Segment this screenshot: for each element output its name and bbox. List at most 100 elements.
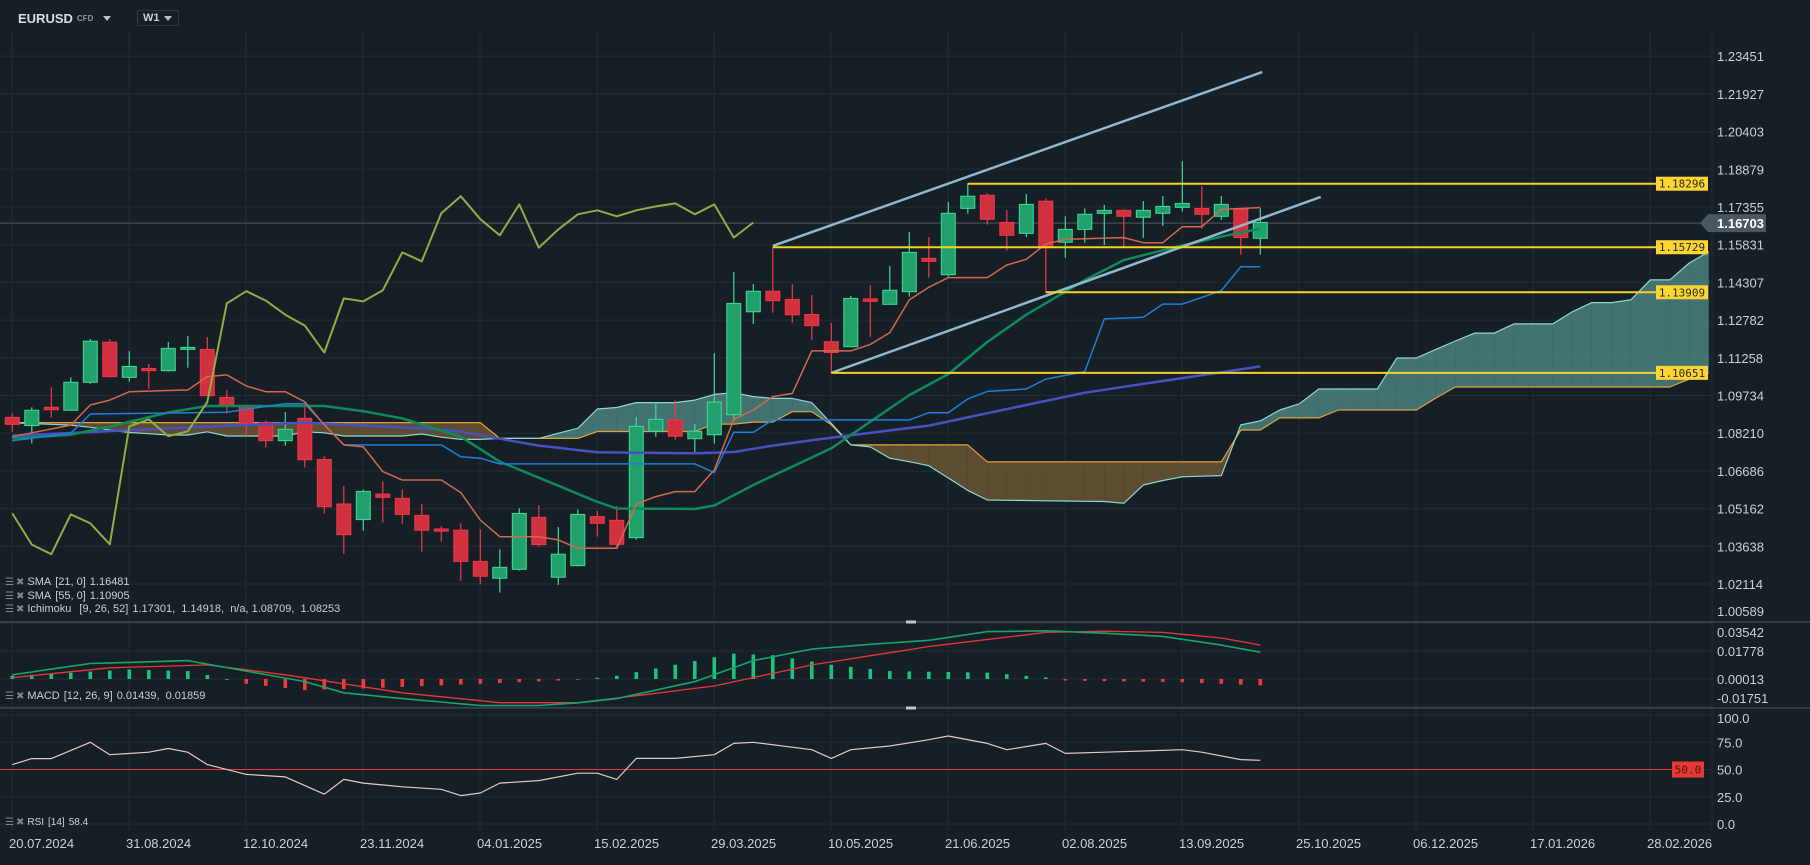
candle[interactable] <box>511 508 527 571</box>
candle[interactable] <box>277 411 293 446</box>
candle[interactable] <box>82 338 98 384</box>
close-icon[interactable]: ✖ <box>15 576 25 588</box>
candle[interactable] <box>999 210 1015 251</box>
ichimoku-cloud-segment <box>460 422 481 440</box>
candle[interactable] <box>4 413 20 432</box>
candle[interactable] <box>1213 195 1229 220</box>
candle[interactable] <box>1038 198 1054 293</box>
candle[interactable] <box>355 489 371 531</box>
timeframe-selector[interactable]: W1 <box>137 10 179 26</box>
candle[interactable] <box>765 247 781 313</box>
candle-body <box>316 458 332 508</box>
candle[interactable] <box>102 339 118 378</box>
candle[interactable] <box>921 237 937 278</box>
ichimoku-cloud-segment <box>1572 302 1592 387</box>
candle[interactable] <box>726 271 742 420</box>
macd-histogram-bar <box>1044 677 1048 679</box>
candle[interactable] <box>492 549 508 593</box>
resize-handle[interactable] <box>906 706 916 710</box>
settings-icon[interactable]: ☰ <box>5 817 14 828</box>
candle[interactable] <box>453 523 469 581</box>
candle-body <box>550 553 566 578</box>
candle[interactable] <box>570 509 586 567</box>
ichimoku-cloud-segment <box>1338 388 1358 410</box>
legend-ichimoku[interactable]: ☰ ✖ Ichimoku [9, 26, 52] 1.17301, 1.14918… <box>5 603 340 615</box>
settings-icon[interactable]: ☰ <box>5 603 14 615</box>
legend-rsi[interactable]: ☰ ✖ RSI [14] 58.4 <box>5 817 88 828</box>
candle[interactable] <box>43 387 59 418</box>
candle[interactable] <box>1077 208 1093 243</box>
candle[interactable] <box>550 527 566 585</box>
candle[interactable] <box>609 505 625 549</box>
candle[interactable] <box>316 456 332 514</box>
candle[interactable] <box>687 424 703 454</box>
candle[interactable] <box>1018 194 1034 238</box>
candle[interactable] <box>336 485 352 554</box>
macd-axis-label: 0.03542 <box>1717 625 1764 640</box>
candle[interactable] <box>1155 195 1171 226</box>
candle[interactable] <box>979 193 995 225</box>
legend-sma55[interactable]: ☰ ✖ SMA [55, 0] 1.10905 <box>5 590 130 602</box>
candle[interactable] <box>823 322 839 374</box>
candle[interactable] <box>531 504 547 547</box>
legend-value: 1.10905 <box>89 590 130 602</box>
settings-icon[interactable]: ☰ <box>5 590 14 602</box>
candle[interactable] <box>121 351 137 382</box>
symbol-selector[interactable]: EURUSD CFD <box>18 8 112 28</box>
candle[interactable] <box>219 389 235 414</box>
candle[interactable] <box>375 481 391 523</box>
settings-icon[interactable]: ☰ <box>5 690 14 702</box>
candle-body <box>1077 213 1093 230</box>
candle[interactable] <box>901 232 917 297</box>
ichimoku-cloud-segment <box>1533 323 1553 387</box>
candle[interactable] <box>414 504 430 552</box>
trend-channel-line[interactable] <box>772 70 1263 248</box>
macd-pane[interactable] <box>10 629 1263 707</box>
candle-body <box>472 560 488 577</box>
candle[interactable] <box>843 295 859 348</box>
candle[interactable] <box>472 529 488 585</box>
level-price-label: 1.10651 <box>1659 367 1705 380</box>
close-icon[interactable]: ✖ <box>15 590 25 602</box>
candle[interactable] <box>63 377 79 411</box>
legend-macd[interactable]: ☰ ✖ MACD [12, 26, 9] 0.01439, 0.01859 <box>5 690 205 702</box>
close-icon[interactable]: ✖ <box>15 690 25 702</box>
candle[interactable] <box>589 510 605 537</box>
rsi-pane[interactable] <box>0 735 1672 797</box>
candle[interactable] <box>199 337 215 397</box>
trend-channel-line[interactable] <box>830 195 1322 375</box>
candle-body <box>82 340 98 383</box>
candle[interactable] <box>160 341 176 372</box>
candle[interactable] <box>940 201 956 277</box>
close-icon[interactable]: ✖ <box>15 603 25 615</box>
candle[interactable] <box>141 363 157 389</box>
candle[interactable] <box>667 400 683 440</box>
candle[interactable] <box>648 402 664 437</box>
candle[interactable] <box>1116 209 1132 247</box>
candle[interactable] <box>784 284 800 323</box>
settings-icon[interactable]: ☰ <box>5 576 14 588</box>
macd-histogram-bar <box>478 679 483 684</box>
candle[interactable] <box>180 336 196 368</box>
candle[interactable] <box>745 284 761 324</box>
legend-sma21[interactable]: ☰ ✖ SMA [21, 0] 1.16481 <box>5 576 130 588</box>
candle[interactable] <box>882 266 898 305</box>
instrument-type: CFD <box>76 13 94 23</box>
close-icon[interactable]: ✖ <box>15 817 25 828</box>
resize-handle[interactable] <box>906 620 916 624</box>
candle[interactable] <box>1135 200 1151 239</box>
candle[interactable] <box>1057 216 1073 258</box>
candle[interactable] <box>433 526 449 542</box>
candle[interactable] <box>960 183 976 214</box>
candle[interactable] <box>394 489 410 524</box>
candle[interactable] <box>706 353 722 444</box>
macd-histogram-bar <box>771 655 775 679</box>
candle[interactable] <box>1174 161 1190 212</box>
price-pane[interactable] <box>0 70 1712 593</box>
candle[interactable] <box>804 294 820 340</box>
candle[interactable] <box>628 416 644 540</box>
candle[interactable] <box>1194 186 1210 229</box>
candle[interactable] <box>297 407 313 468</box>
candle[interactable] <box>862 285 878 337</box>
